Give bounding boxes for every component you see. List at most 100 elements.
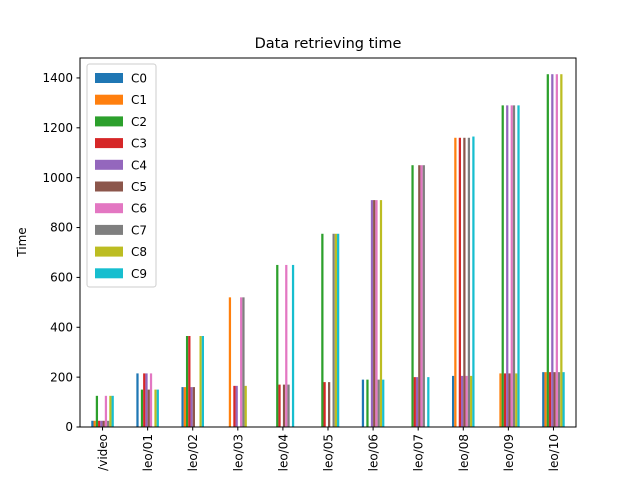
bar-C1-leo/03 — [228, 297, 232, 427]
x-tick-label: leo/05 — [322, 434, 336, 471]
x-tick-label: leo/09 — [502, 434, 516, 471]
bar-C9-leo/01 — [156, 389, 159, 427]
y-tick-label: 0 — [65, 420, 73, 434]
legend-label-C1: C1 — [131, 93, 147, 107]
bar-C4-leo/09 — [506, 105, 509, 428]
bar-C8-leo/06 — [379, 200, 383, 427]
bar-C6-leo/01 — [149, 373, 153, 427]
bar-C2-leo/01 — [140, 389, 144, 427]
bar-C0-leo/06 — [361, 379, 365, 427]
bar-C1-/video — [93, 420, 96, 427]
bar-C5-leo/09 — [508, 373, 511, 427]
bar-C8-leo/08 — [470, 375, 473, 427]
bar-C0-leo/02 — [181, 387, 184, 427]
bar-C7-leo/03 — [242, 297, 245, 427]
bar-C7-leo/09 — [512, 105, 516, 428]
bar-C3-leo/07 — [413, 377, 416, 427]
bar-C2-leo/09 — [501, 105, 504, 428]
bar-C8-leo/09 — [515, 373, 518, 427]
legend-label-C2: C2 — [131, 115, 147, 129]
bar-C3-leo/09 — [503, 373, 507, 427]
bar-C0-/video — [91, 420, 94, 427]
legend-swatch-C5 — [95, 181, 123, 192]
legend-label-C3: C3 — [131, 137, 147, 151]
bar-C8-leo/02 — [199, 336, 202, 427]
bar-C7-leo/07 — [422, 165, 425, 427]
legend-label-C9: C9 — [131, 267, 147, 281]
bar-C3-leo/04 — [278, 384, 281, 427]
bar-C5-/video — [102, 420, 105, 427]
x-tick-label: leo/04 — [276, 434, 290, 471]
bar-C4-leo/03 — [235, 385, 238, 427]
bar-C2-leo/10 — [546, 74, 549, 428]
y-tick-label: 600 — [50, 271, 73, 285]
bar-C7-leo/08 — [467, 137, 471, 427]
bar-C7-/video — [107, 420, 110, 427]
y-tick-label: 200 — [50, 370, 73, 384]
bar-C3-/video — [98, 420, 101, 427]
y-axis: 0 200 400 600 800 1000 1200 1400 — [42, 71, 80, 434]
bar-C8-leo/10 — [560, 74, 563, 428]
legend-label-C5: C5 — [131, 180, 147, 194]
bar-C2-leo/05 — [321, 233, 324, 427]
bar-C0-leo/01 — [136, 373, 139, 427]
legend-swatch-C8 — [95, 246, 123, 257]
bar-C1-leo/02 — [183, 387, 186, 427]
bar-C1-leo/10 — [544, 372, 547, 427]
bar-C3-leo/03 — [233, 385, 236, 427]
bar-C6-leo/09 — [510, 105, 513, 428]
legend-label-C6: C6 — [131, 202, 147, 216]
bar-C5-leo/01 — [147, 389, 150, 427]
legend: C0 C1 C2 C3 C4 C5 C6 C7 C8 C9 — [86, 63, 157, 288]
y-tick-label: 1400 — [42, 71, 73, 85]
legend-label-C4: C4 — [131, 158, 147, 172]
bar-C2-/video — [95, 395, 99, 427]
bar-C7-leo/06 — [377, 379, 380, 427]
x-tick-label: leo/06 — [367, 434, 381, 471]
y-tick-label: 1000 — [42, 171, 73, 185]
bar-C8-/video — [109, 395, 112, 427]
bar-C6-leo/04 — [285, 264, 288, 427]
bar-C3-leo/10 — [548, 372, 552, 427]
x-tick-label: leo/07 — [412, 434, 426, 471]
bar-C2-leo/07 — [411, 165, 414, 427]
bar-C1-leo/08 — [454, 137, 457, 427]
legend-swatch-C3 — [95, 138, 123, 149]
bar-C4-leo/08 — [461, 375, 464, 427]
x-tick-label: leo/08 — [457, 434, 471, 471]
bar-C3-leo/02 — [188, 336, 191, 427]
bar-C9-leo/06 — [382, 379, 385, 427]
bar-C7-leo/10 — [557, 372, 561, 427]
bar-C3-leo/05 — [323, 382, 326, 427]
bar-C5-leo/06 — [373, 200, 376, 427]
bar-C8-leo/03 — [244, 385, 247, 427]
bar-C2-leo/02 — [185, 336, 189, 427]
x-tick-label: leo/03 — [231, 434, 245, 471]
bar-C4-leo/01 — [145, 373, 148, 427]
bar-C9-/video — [111, 395, 114, 427]
plot-frame — [79, 57, 577, 428]
bar-C8-leo/05 — [334, 233, 338, 427]
bar-C9-leo/09 — [517, 105, 520, 428]
bar-C7-leo/04 — [287, 384, 290, 427]
legend-label-C0: C0 — [131, 72, 147, 86]
legend-label-C7: C7 — [131, 223, 147, 237]
bar-C9-leo/10 — [562, 372, 565, 427]
y-tick-label: 400 — [50, 320, 73, 334]
bar-C3-leo/08 — [458, 137, 462, 427]
y-tick-label: 800 — [50, 221, 73, 235]
legend-swatch-C4 — [95, 159, 123, 170]
bar-C9-leo/07 — [427, 377, 430, 427]
bar-C6-leo/10 — [555, 74, 558, 428]
legend-swatch-C1 — [95, 94, 123, 105]
bar-C4-leo/07 — [415, 377, 419, 427]
bar-C4-leo/06 — [370, 200, 374, 427]
legend-swatch-C2 — [95, 116, 123, 127]
legend-label-C8: C8 — [131, 245, 147, 259]
bar-C9-leo/02 — [201, 336, 204, 427]
bar-C5-leo/10 — [553, 372, 556, 427]
bar-C6-leo/07 — [420, 165, 423, 427]
bar-C1-leo/09 — [499, 373, 502, 427]
